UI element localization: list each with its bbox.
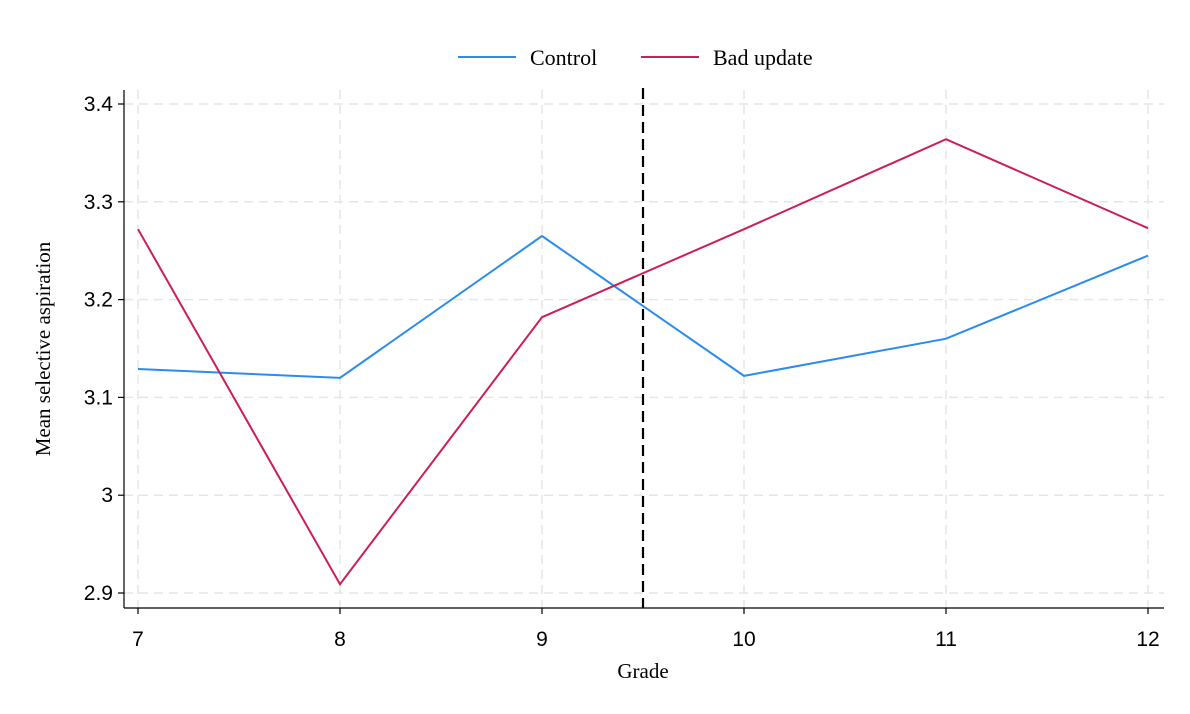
y-tick-label: 3.4 bbox=[84, 93, 114, 116]
y-tick-label: 3 bbox=[101, 484, 113, 507]
series-line-control bbox=[137, 234, 1149, 379]
series-lines bbox=[137, 138, 1149, 587]
y-tick-label: 3.3 bbox=[84, 191, 113, 214]
x-tick-label: 12 bbox=[1136, 628, 1159, 651]
legend-label: Bad update bbox=[713, 45, 813, 70]
y-tick-label: 3.1 bbox=[84, 386, 113, 409]
x-tick-label: 8 bbox=[334, 628, 346, 651]
grid-lines bbox=[124, 90, 1164, 608]
x-tick-label: 10 bbox=[732, 628, 755, 651]
y-tick-labels: 2.9 3 3.1 3.2 3.3 3.4 bbox=[84, 93, 114, 605]
series-line-bad-update bbox=[137, 138, 1149, 587]
legend: Control Bad update bbox=[458, 45, 813, 70]
y-tick-label: 2.9 bbox=[84, 582, 113, 605]
x-tick-label: 11 bbox=[935, 628, 957, 651]
axes bbox=[118, 90, 1164, 614]
legend-label: Control bbox=[530, 45, 597, 70]
y-tick-label: 3.2 bbox=[84, 289, 113, 312]
x-tick-label: 7 bbox=[132, 628, 144, 651]
x-axis-title: Grade bbox=[617, 659, 668, 683]
y-axis-title: Mean selective aspiration bbox=[31, 241, 55, 456]
x-tick-label: 9 bbox=[536, 628, 548, 651]
x-tick-labels: 7 8 9 10 11 12 bbox=[132, 628, 1160, 651]
